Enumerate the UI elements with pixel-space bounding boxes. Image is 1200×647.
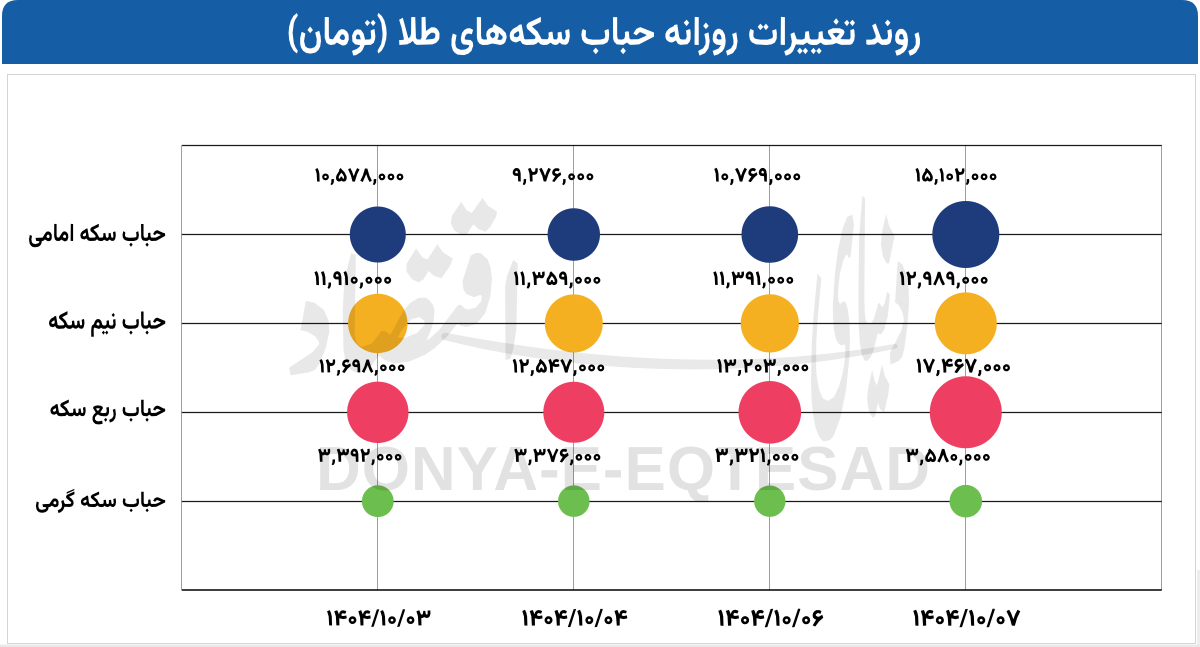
svg-text:DONYA-E-EQTESAD: DONYA-E-EQTESAD	[316, 435, 930, 504]
